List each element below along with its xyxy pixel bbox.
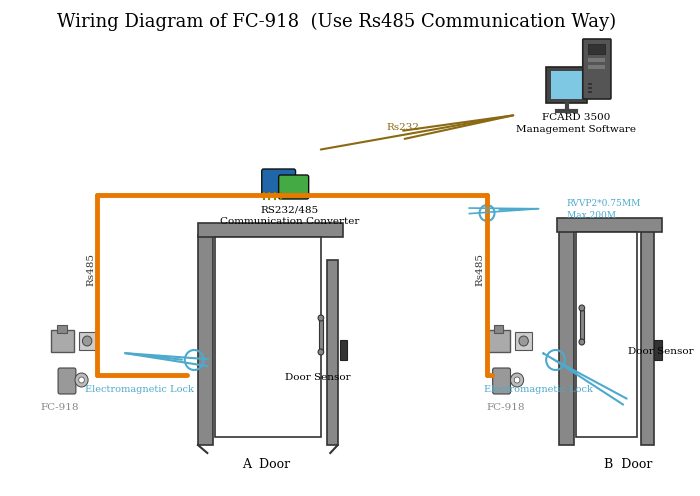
Bar	[589, 83, 592, 85]
Bar	[589, 65, 606, 69]
Text: RS232/485: RS232/485	[261, 205, 319, 214]
Bar	[576, 232, 637, 437]
Circle shape	[78, 377, 84, 383]
Text: FCARD 3500: FCARD 3500	[542, 114, 610, 123]
Bar	[589, 87, 592, 89]
Circle shape	[75, 373, 88, 387]
Bar	[641, 230, 654, 445]
Circle shape	[83, 336, 92, 346]
Bar	[515, 332, 532, 350]
Text: Door Sensor: Door Sensor	[286, 373, 351, 382]
Circle shape	[514, 377, 520, 383]
Text: RVVP2*0.75MM: RVVP2*0.75MM	[567, 198, 641, 207]
Text: Electromagnetic Lock: Electromagnetic Lock	[484, 385, 593, 394]
Polygon shape	[551, 71, 583, 99]
Bar	[494, 325, 503, 333]
FancyBboxPatch shape	[58, 368, 76, 394]
FancyBboxPatch shape	[493, 368, 510, 394]
Text: Wiring Diagram of FC-918  (Use Rs485 Communication Way): Wiring Diagram of FC-918 (Use Rs485 Comm…	[57, 13, 617, 31]
FancyBboxPatch shape	[583, 39, 611, 99]
Bar	[589, 58, 606, 62]
Bar	[326, 260, 338, 445]
Bar	[557, 218, 662, 232]
Bar	[198, 223, 344, 237]
Bar	[589, 91, 592, 93]
Bar	[215, 237, 321, 437]
Text: Door Sensor: Door Sensor	[628, 348, 694, 357]
Text: Electromagnetic Lock: Electromagnetic Lock	[85, 385, 194, 394]
Bar	[559, 230, 574, 445]
Bar	[50, 330, 74, 352]
Text: FC-918: FC-918	[486, 404, 525, 413]
Text: Rs485: Rs485	[476, 253, 485, 287]
Circle shape	[510, 373, 524, 387]
FancyBboxPatch shape	[262, 169, 295, 195]
Text: A  Door: A Door	[242, 458, 290, 472]
Bar	[78, 332, 96, 350]
Circle shape	[579, 305, 584, 311]
Polygon shape	[546, 67, 587, 103]
Text: B  Door: B Door	[603, 458, 652, 472]
Bar	[340, 340, 347, 360]
Text: Communication Converter: Communication Converter	[220, 218, 360, 227]
Bar	[319, 320, 323, 350]
Circle shape	[579, 339, 584, 345]
Circle shape	[318, 315, 323, 321]
Text: Management Software: Management Software	[516, 125, 636, 134]
Text: Rs232: Rs232	[386, 124, 419, 132]
Circle shape	[519, 336, 528, 346]
Bar	[589, 44, 606, 54]
Bar	[57, 325, 66, 333]
Bar	[487, 330, 510, 352]
Circle shape	[318, 349, 323, 355]
Text: Rs485: Rs485	[86, 253, 95, 287]
Text: FC-918: FC-918	[41, 404, 79, 413]
Bar	[198, 235, 213, 445]
Bar	[654, 340, 662, 360]
FancyBboxPatch shape	[279, 175, 309, 199]
Text: Max 200M: Max 200M	[567, 210, 616, 220]
Bar	[580, 310, 584, 340]
